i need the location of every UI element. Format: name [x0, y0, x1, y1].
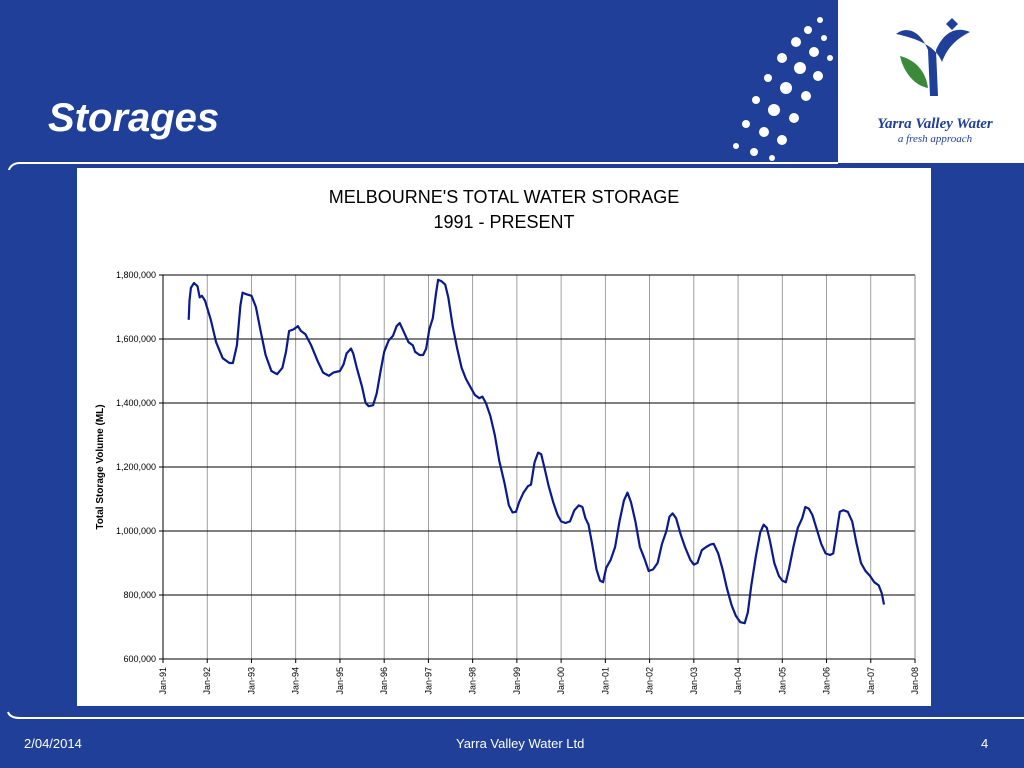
x-tick-label: Jan-96 [379, 667, 389, 695]
x-tick-label: Jan-02 [645, 667, 655, 695]
x-tick-label: Jan-92 [202, 667, 212, 695]
slide-footer: 2/04/2014 Yarra Valley Water Ltd 4 [0, 718, 1024, 768]
x-tick-label: Jan-05 [777, 667, 787, 695]
water-storage-chart: MELBOURNE'S TOTAL WATER STORAGE 1991 - PR… [95, 187, 920, 695]
x-tick-label: Jan-95 [335, 667, 345, 695]
yarra-valley-water-logo-icon [896, 18, 970, 96]
logo-tagline: a fresh approach [897, 133, 973, 145]
y-tick-label: 1,400,000 [116, 398, 156, 408]
y-tick-label: 1,000,000 [116, 526, 156, 536]
x-tick-label: Jan-06 [822, 667, 832, 695]
x-tick-label: Jan-03 [689, 667, 699, 695]
chart-panel: MELBOURNE'S TOTAL WATER STORAGE 1991 - PR… [77, 168, 931, 706]
x-tick-label: Jan-91 [158, 667, 168, 695]
y-tick-label: 600,000 [123, 654, 156, 664]
logo-panel: Yarra Valley Water a fresh approach [838, 0, 1024, 163]
y-tick-label: 800,000 [123, 590, 156, 600]
y-axis-label: Total Storage Volume (ML) [95, 404, 106, 529]
footer-date: 2/04/2014 [24, 736, 82, 751]
x-tick-label: Jan-99 [512, 667, 522, 695]
decorative-dots [733, 17, 833, 161]
footer-company: Yarra Valley Water Ltd [456, 736, 585, 751]
x-tick-label: Jan-98 [468, 667, 478, 695]
chart-title: MELBOURNE'S TOTAL WATER STORAGE [329, 187, 680, 207]
chart-subtitle: 1991 - PRESENT [433, 212, 574, 232]
y-tick-label: 1,200,000 [116, 462, 156, 472]
x-tick-label: Jan-07 [866, 667, 876, 695]
x-tick-label: Jan-94 [291, 667, 301, 695]
x-tick-label: Jan-93 [246, 667, 256, 695]
slide-title: Storages [48, 96, 220, 140]
y-tick-label: 1,800,000 [116, 270, 156, 280]
header-divider [7, 162, 838, 170]
x-tick-label: Jan-01 [600, 667, 610, 695]
storage-volume-line [187, 278, 886, 625]
footer-page-number: 4 [981, 736, 989, 751]
y-tick-label: 1,600,000 [116, 334, 156, 344]
x-tick-label: Jan-04 [733, 667, 743, 695]
x-tick-label: Jan-08 [910, 667, 920, 695]
x-tick-label: Jan-00 [556, 667, 566, 695]
logo-text: Yarra Valley Water a fresh approach [850, 116, 1020, 145]
logo-name: Yarra Valley Water [877, 116, 993, 132]
footer-divider [7, 711, 1024, 719]
x-tick-label: Jan-97 [423, 667, 433, 695]
slide-header: Storages Yarra Valley Water a fresh appr… [0, 0, 1024, 170]
